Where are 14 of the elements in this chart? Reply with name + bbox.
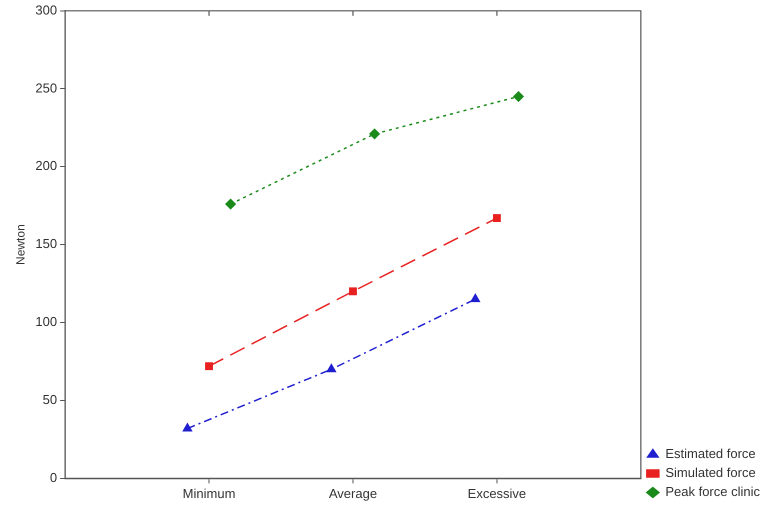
y-tick-label: 250: [35, 80, 58, 96]
y-tick-label: 150: [35, 236, 58, 252]
y-axis-title: Newton: [14, 224, 28, 265]
x-tick-label: Average: [328, 486, 378, 501]
legend-label: Estimated force: [665, 446, 756, 462]
y-tick-label: 300: [35, 2, 58, 18]
legend-label: Simulated force: [665, 465, 756, 480]
x-tick-label: Minimum: [182, 486, 236, 501]
y-tick-label: 100: [35, 314, 58, 330]
y-tick-label: 200: [35, 158, 58, 174]
y-tick-label: 0: [50, 470, 58, 485]
y-tick-label: 50: [42, 392, 58, 408]
x-tick-label: Excessive: [468, 486, 526, 501]
legend-label: Peak force clinic: [665, 484, 760, 500]
